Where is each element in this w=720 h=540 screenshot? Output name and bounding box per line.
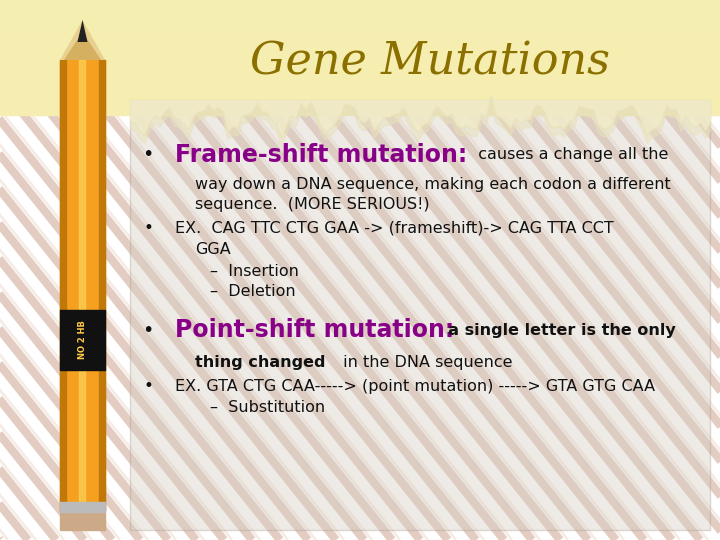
Text: •: • [143,219,153,237]
Text: Gene Mutations: Gene Mutations [250,40,610,84]
Text: a single letter is the only: a single letter is the only [437,322,676,338]
Text: EX. GTA CTG CAA-----> (point mutation) -----> GTA GTG CAA: EX. GTA CTG CAA-----> (point mutation) -… [175,379,655,394]
Text: –  Substitution: – Substitution [210,401,325,415]
Polygon shape [78,20,88,42]
Text: –  Deletion: – Deletion [210,285,296,300]
Text: in the DNA sequence: in the DNA sequence [338,354,513,369]
Text: thing changed: thing changed [195,354,325,369]
Text: •: • [143,377,153,395]
Text: Point-shift mutation:: Point-shift mutation: [175,318,454,342]
Polygon shape [60,20,105,60]
Text: causes a change all the: causes a change all the [468,147,668,163]
Bar [130,100,710,530]
Text: Frame-shift mutation:: Frame-shift mutation: [175,143,467,167]
Text: •: • [143,321,153,340]
Text: –  Insertion: – Insertion [210,265,299,280]
Text: EX.  CAG TTC CTG GAA -> (frameshift)-> CAG TTA CCT: EX. CAG TTC CTG GAA -> (frameshift)-> CA… [175,220,613,235]
Text: sequence.  (MORE SERIOUS!): sequence. (MORE SERIOUS!) [195,198,430,213]
Text: •: • [143,145,153,165]
Text: GGA: GGA [195,242,230,258]
Text: way down a DNA sequence, making each codon a different: way down a DNA sequence, making each cod… [195,178,671,192]
Polygon shape [64,32,101,60]
Text: NO 2 HB: NO 2 HB [78,321,87,360]
